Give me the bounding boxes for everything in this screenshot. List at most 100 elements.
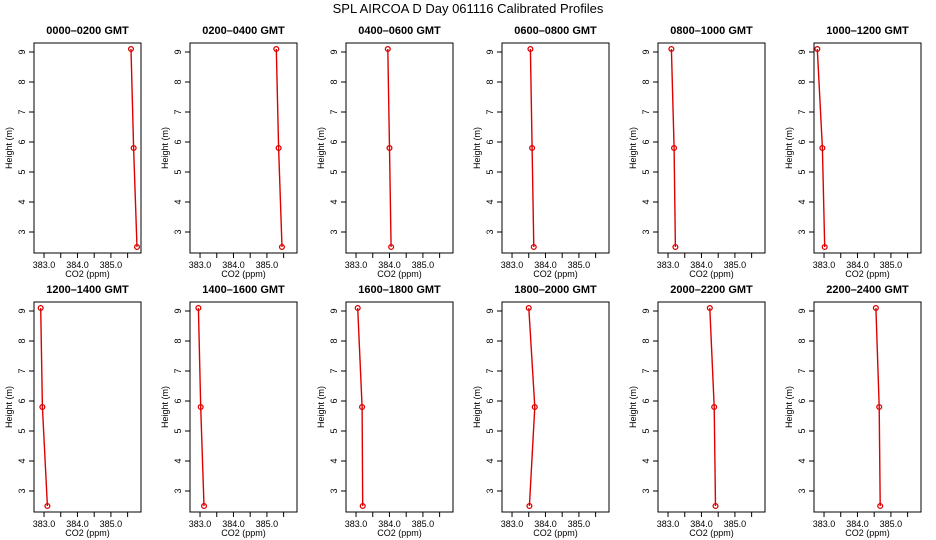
profile-line [40, 307, 49, 507]
y-axis-label: Height (m) [316, 386, 326, 428]
x-tick-label: 384.0 [534, 519, 557, 529]
panel-title: 0800–1000 GMT [670, 25, 753, 37]
y-tick-label: 9 [485, 49, 495, 54]
y-tick-label: 9 [797, 49, 807, 54]
plot-frame [657, 42, 766, 254]
x-tick-label: 384.0 [378, 260, 401, 270]
x-tick-label: 383.0 [345, 260, 368, 270]
y-tick-label: 3 [797, 488, 807, 493]
y-axis-label: Height (m) [160, 386, 170, 428]
data-point [130, 144, 137, 152]
y-tick-label: 5 [797, 169, 807, 174]
x-tick-label: 384.0 [66, 519, 89, 529]
y-tick-label: 8 [17, 338, 27, 343]
y-tick-label: 9 [797, 308, 807, 313]
y-tick-label: 9 [641, 49, 651, 54]
data-point [275, 144, 282, 152]
data-point [354, 304, 361, 312]
x-tick-label: 383.0 [657, 260, 680, 270]
x-axis-label: CO2 (ppm) [845, 269, 890, 279]
x-axis-label: CO2 (ppm) [65, 528, 110, 538]
y-tick-label: 8 [17, 79, 27, 84]
x-axis-label: CO2 (ppm) [221, 269, 266, 279]
y-tick-label: 6 [329, 139, 339, 144]
y-tick-label: 8 [641, 338, 651, 343]
y-tick-label: 9 [17, 49, 27, 54]
data-point [821, 243, 828, 251]
y-tick-label: 4 [329, 458, 339, 463]
y-tick-label: 7 [641, 368, 651, 373]
data-point [531, 403, 538, 411]
y-tick-label: 6 [641, 139, 651, 144]
y-tick-label: 7 [17, 368, 27, 373]
y-tick-label: 7 [797, 109, 807, 114]
y-tick-label: 7 [485, 109, 495, 114]
y-tick-label: 4 [173, 199, 183, 204]
y-axis-label: Height (m) [4, 386, 14, 428]
y-axis-label: Height (m) [316, 127, 326, 169]
x-tick-label: 385.0 [568, 519, 591, 529]
y-tick-label: 8 [329, 79, 339, 84]
y-tick-label: 4 [641, 458, 651, 463]
data-point [44, 502, 51, 510]
data-point [530, 243, 537, 251]
y-tick-label: 6 [17, 398, 27, 403]
plot-frame [501, 42, 610, 254]
panel-title: 2200–2400 GMT [826, 284, 909, 296]
data-point [197, 403, 204, 411]
y-tick-label: 6 [173, 398, 183, 403]
plot-frame [189, 42, 298, 254]
profile-line [275, 48, 283, 248]
x-axis-label: CO2 (ppm) [533, 528, 578, 538]
y-tick-label: 9 [173, 49, 183, 54]
x-tick-label: 383.0 [813, 519, 836, 529]
y-tick-label: 5 [329, 169, 339, 174]
y-tick-label: 5 [17, 169, 27, 174]
panel-title: 1400–1600 GMT [202, 284, 285, 296]
y-tick-label: 3 [173, 229, 183, 234]
y-tick-label: 7 [641, 109, 651, 114]
data-point [668, 45, 675, 53]
y-tick-label: 8 [173, 79, 183, 84]
y-tick-label: 4 [173, 458, 183, 463]
y-tick-label: 5 [17, 428, 27, 433]
plot-frame [813, 42, 922, 254]
x-tick-label: 383.0 [33, 519, 56, 529]
y-tick-label: 4 [797, 199, 807, 204]
y-axis-label: Height (m) [784, 386, 794, 428]
profile-line [529, 48, 535, 248]
profile-line [528, 307, 536, 507]
y-tick-label: 5 [329, 428, 339, 433]
panel-title: 0200–0400 GMT [202, 25, 285, 37]
panel-title: 0000–0200 GMT [46, 25, 129, 37]
x-tick-label: 384.0 [690, 519, 713, 529]
data-point [273, 45, 280, 53]
x-axis-label: CO2 (ppm) [533, 269, 578, 279]
y-axis-label: Height (m) [472, 127, 482, 169]
profile-line [709, 307, 717, 507]
profile-line [387, 48, 392, 248]
data-point [877, 502, 884, 510]
panel-title: 2000–2200 GMT [670, 284, 753, 296]
data-point [712, 502, 719, 510]
x-tick-label: 385.0 [724, 519, 747, 529]
y-tick-label: 7 [485, 368, 495, 373]
x-tick-label: 385.0 [100, 260, 123, 270]
plot-frame [345, 301, 454, 513]
x-tick-label: 384.0 [846, 260, 869, 270]
y-tick-label: 5 [173, 169, 183, 174]
profile-line [816, 48, 826, 248]
data-point [127, 45, 135, 53]
data-point [670, 144, 678, 152]
profile-line [875, 307, 881, 507]
x-tick-label: 384.0 [222, 260, 245, 270]
data-point [37, 304, 44, 312]
profile-line [357, 307, 364, 507]
chart-title: SPL AIRCOA D Day 061116 Calibrated Profi… [333, 1, 604, 16]
y-tick-label: 3 [173, 488, 183, 493]
